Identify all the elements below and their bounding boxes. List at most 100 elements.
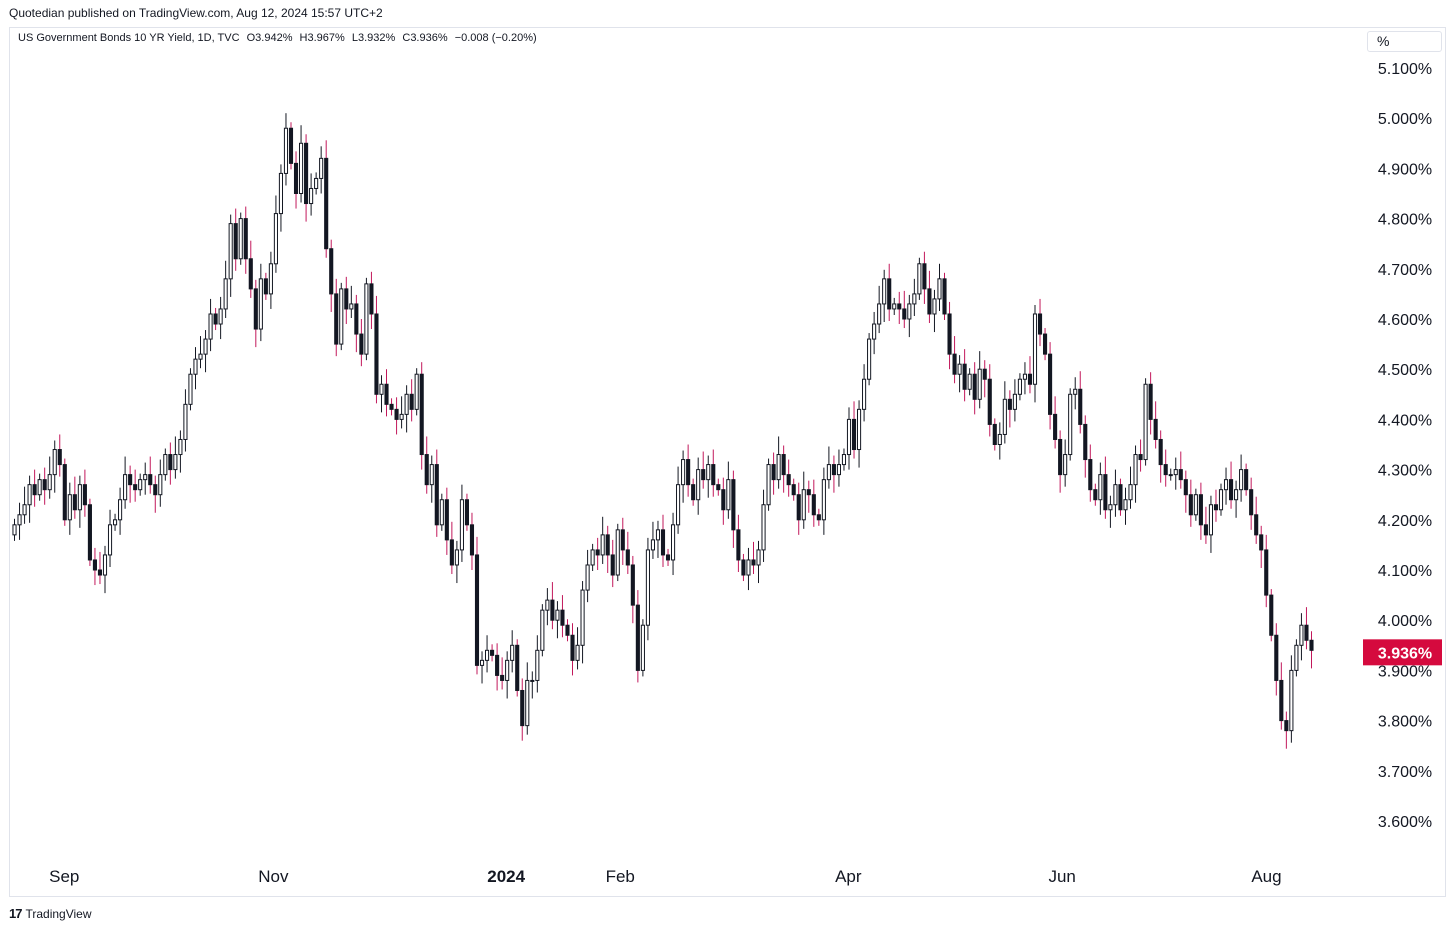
candle bbox=[1042, 328, 1048, 361]
candle bbox=[721, 477, 726, 525]
candle-body bbox=[319, 157, 324, 179]
candle bbox=[887, 263, 892, 322]
candle bbox=[163, 448, 168, 481]
candle bbox=[238, 212, 243, 265]
price-scale-unit-button[interactable]: % bbox=[1367, 31, 1442, 52]
candle bbox=[359, 319, 364, 367]
candle-body bbox=[1249, 489, 1254, 516]
candle-body bbox=[304, 142, 309, 205]
candle-body bbox=[399, 413, 404, 420]
candle-body bbox=[314, 177, 319, 189]
candle-body bbox=[283, 127, 289, 174]
candle bbox=[535, 635, 540, 693]
candle-body bbox=[545, 599, 550, 611]
candle bbox=[22, 486, 27, 524]
candle-body bbox=[67, 494, 72, 521]
candle-body bbox=[168, 454, 173, 471]
candle-body bbox=[1264, 549, 1269, 596]
candle bbox=[213, 307, 218, 331]
candle bbox=[1133, 445, 1138, 503]
candle-body bbox=[801, 489, 806, 521]
candle bbox=[369, 271, 374, 330]
candle bbox=[118, 487, 123, 535]
candle-body bbox=[1178, 469, 1183, 481]
candle-body bbox=[133, 484, 138, 491]
candle-body bbox=[1083, 423, 1088, 461]
candle-body bbox=[1032, 313, 1038, 385]
candle bbox=[917, 257, 922, 300]
candle-body bbox=[238, 218, 243, 260]
candle bbox=[87, 498, 92, 566]
candle-body bbox=[716, 484, 721, 491]
candle-body bbox=[243, 218, 248, 260]
candle bbox=[640, 619, 645, 677]
candle bbox=[72, 476, 77, 519]
candle-body bbox=[228, 223, 233, 280]
candle-body bbox=[580, 589, 585, 646]
candle-body bbox=[1037, 313, 1043, 335]
candle-body bbox=[515, 644, 520, 691]
candle bbox=[193, 347, 198, 390]
candle-body bbox=[791, 484, 796, 496]
candle-body bbox=[1078, 388, 1083, 425]
candle-body bbox=[288, 127, 294, 164]
candle bbox=[1228, 461, 1234, 509]
candle-body bbox=[324, 157, 329, 250]
candle bbox=[67, 482, 72, 535]
candle bbox=[1098, 462, 1103, 515]
y-tick-label: 4.000% bbox=[1378, 613, 1432, 630]
candle-body bbox=[1133, 454, 1138, 486]
candle bbox=[776, 436, 781, 489]
candle bbox=[630, 555, 635, 624]
candle-body bbox=[977, 368, 982, 400]
candle bbox=[862, 364, 867, 422]
candle bbox=[726, 461, 731, 519]
candle-body bbox=[223, 278, 228, 310]
candle-body bbox=[158, 474, 163, 496]
candle bbox=[907, 294, 912, 338]
time-axis: Sep Nov 2024 Feb Apr Jun Aug bbox=[49, 867, 1281, 886]
price-axis: 5.100% 5.000% 4.900% 4.800% 4.700% 4.600% 4.50… bbox=[1378, 61, 1432, 831]
ohlc-open: O3.942% bbox=[246, 32, 293, 44]
candle-body bbox=[846, 418, 852, 456]
candle bbox=[82, 469, 87, 517]
candle-body bbox=[459, 499, 464, 551]
candle bbox=[510, 630, 515, 673]
candle bbox=[736, 514, 741, 573]
candle-body bbox=[701, 469, 706, 481]
candle bbox=[751, 541, 756, 575]
candle bbox=[474, 536, 480, 675]
candle-body bbox=[932, 298, 937, 315]
candle-body bbox=[706, 464, 711, 481]
candle-body bbox=[112, 519, 118, 526]
y-tick-label: 5.100% bbox=[1378, 61, 1432, 78]
candle-body bbox=[1163, 464, 1168, 476]
candle-body bbox=[600, 534, 605, 556]
candle bbox=[771, 452, 776, 495]
candle bbox=[741, 553, 746, 582]
candle bbox=[304, 134, 309, 222]
candle-body bbox=[726, 479, 731, 511]
candle-body bbox=[615, 529, 620, 576]
candle-body bbox=[1088, 459, 1093, 491]
candle-body bbox=[811, 494, 816, 516]
candle-body bbox=[138, 479, 143, 491]
candle bbox=[555, 601, 560, 639]
y-tick-label: 4.800% bbox=[1378, 212, 1432, 229]
candle bbox=[434, 449, 439, 537]
candle bbox=[1053, 396, 1058, 449]
candle-body bbox=[444, 499, 449, 541]
candle-body bbox=[1289, 669, 1294, 732]
candle bbox=[379, 375, 384, 413]
candle-body bbox=[927, 288, 932, 315]
candle-body bbox=[1093, 489, 1098, 501]
candle bbox=[846, 407, 852, 470]
candle-body bbox=[434, 464, 439, 526]
candle-body bbox=[1173, 469, 1178, 476]
candle bbox=[670, 512, 676, 576]
candle-body bbox=[188, 373, 193, 405]
candle bbox=[645, 537, 650, 641]
candle-body bbox=[751, 559, 756, 566]
candle-body bbox=[153, 484, 158, 496]
